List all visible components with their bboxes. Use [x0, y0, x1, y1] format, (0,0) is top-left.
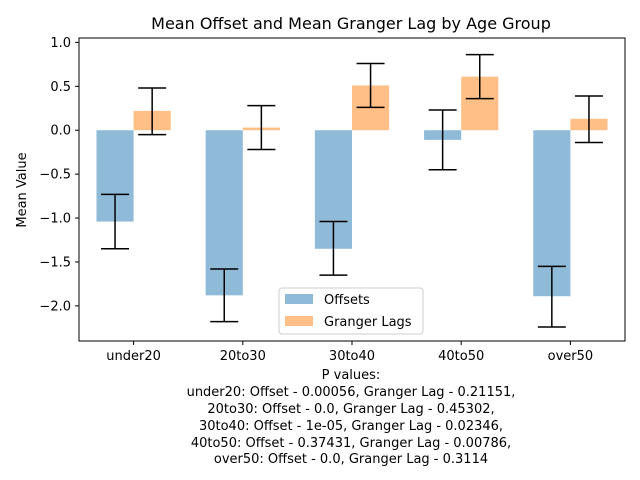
y-tick-label: −1.5 — [39, 255, 71, 270]
error-bar-granger-lags-40to50 — [465, 53, 494, 100]
error-bar-offsets-20to30 — [210, 268, 239, 323]
annotation-line-2: 20to30: Offset - 0.0, Granger Lag - 0.45… — [207, 402, 494, 417]
legend-box — [278, 287, 424, 335]
error-bar-offsets-40to50 — [428, 109, 457, 171]
x-tick-label-20to30: 20to30 — [220, 349, 266, 364]
legend-swatch-offsets — [285, 294, 313, 304]
y-tick-label: 1.0 — [50, 36, 71, 51]
bar-offsets-20to30 — [205, 130, 243, 296]
y-tick-label: −2.0 — [39, 299, 71, 314]
x-tick-label-over50: over50 — [548, 349, 594, 364]
chart-title: Mean Offset and Mean Granger Lag by Age … — [151, 14, 551, 33]
y-axis: 1.0 0.5 0.0 −0.5 −1.0 −1.5 −2.0 — [39, 36, 79, 314]
y-tick-label: 0.5 — [50, 80, 71, 95]
annotation-line-5: over50: Offset - 0.0, Granger Lag - 0.31… — [214, 452, 488, 467]
error-bar-granger-lags-30to40 — [356, 62, 385, 109]
y-tick-label: −1.0 — [39, 212, 71, 227]
error-bar-granger-lags-20to30 — [247, 104, 276, 151]
error-bar-granger-lags-over50 — [574, 95, 603, 144]
annotation-line-1: under20: Offset - 0.00056, Granger Lag -… — [187, 385, 516, 400]
p-values-annotation: P values: under20: Offset - 0.00056, Gra… — [187, 368, 516, 467]
annotation-line-3: 30to40: Offset - 1e-05, Granger Lag - 0.… — [199, 419, 503, 434]
annotation-line-0: P values: — [322, 368, 381, 383]
annotation-line-4: 40to50: Offset - 0.37431, Granger Lag - … — [191, 436, 511, 451]
error-bar-offsets-30to40 — [319, 220, 348, 276]
x-tick-label-under20: under20 — [106, 349, 161, 364]
y-tick-label: −0.5 — [39, 168, 71, 183]
error-bar-offsets-over50 — [537, 265, 566, 328]
x-tick-label-30to40: 30to40 — [329, 349, 375, 364]
y-tick-label: 0.0 — [50, 124, 71, 139]
legend: Offsets Granger Lags — [278, 287, 424, 335]
y-axis-label: Mean Value — [15, 152, 30, 227]
legend-label-offsets: Offsets — [324, 293, 370, 308]
error-bar-granger-lags-under20 — [138, 87, 167, 136]
legend-label-granger-lags: Granger Lags — [324, 315, 412, 330]
x-axis: under20 20to30 30to40 40to50 over50 — [106, 341, 593, 364]
plot-area — [96, 53, 608, 328]
error-bar-offsets-under20 — [101, 193, 130, 250]
x-tick-label-40to50: 40to50 — [438, 349, 484, 364]
legend-swatch-granger-lags — [285, 316, 313, 326]
